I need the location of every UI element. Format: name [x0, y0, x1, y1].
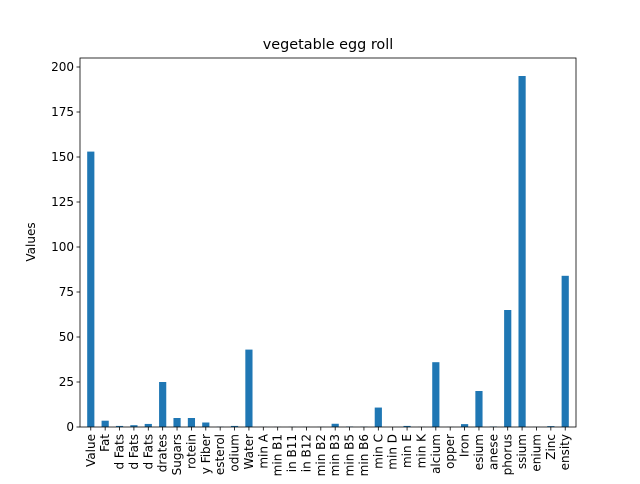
y-axis-label: Values	[24, 222, 38, 261]
plot-area-frame	[80, 58, 576, 427]
bar-8	[202, 423, 209, 428]
x-tick-label-3: d Fats	[127, 434, 141, 470]
y-tick-label-2: 50	[59, 330, 74, 344]
x-tick-label-28: anese	[486, 434, 500, 470]
bar-7	[188, 418, 195, 427]
bar-11	[245, 350, 252, 427]
x-tick-label-32: Zinc	[544, 434, 558, 460]
x-tick-label-18: min B5	[343, 434, 357, 476]
y-axis-ticks: 0 25 50 75 100 125 150 175 200	[51, 60, 80, 434]
bar-6	[173, 418, 180, 427]
bars	[87, 76, 569, 427]
x-tick-label-4: d Fats	[141, 434, 155, 470]
x-tick-label-23: min K	[414, 433, 428, 468]
x-tick-label-12: min A	[256, 433, 270, 468]
x-tick-label-5: drates	[156, 434, 170, 472]
x-tick-label-2: d Fats	[113, 434, 127, 470]
chart-title: vegetable egg roll	[263, 37, 393, 53]
bar-5	[159, 382, 166, 427]
bar-24	[432, 362, 439, 427]
x-tick-label-20: min C	[371, 434, 385, 469]
x-tick-label-13: min B1	[271, 434, 285, 476]
y-tick-label-8: 200	[51, 60, 74, 74]
x-tick-label-29: phorus	[501, 434, 515, 475]
x-tick-label-25: opper	[443, 434, 457, 469]
y-tick-label-0: 0	[66, 420, 74, 434]
y-tick-label-1: 25	[59, 375, 74, 389]
x-tick-label-33: ensity	[558, 434, 572, 470]
x-tick-label-26: Iron	[458, 434, 472, 457]
x-tick-label-6: Sugars	[170, 434, 184, 475]
x-tick-label-30: ssium	[515, 434, 529, 469]
bar-33	[562, 276, 569, 427]
x-tick-label-24: alcium	[429, 434, 443, 474]
x-tick-label-21: min D	[386, 434, 400, 470]
x-tick-label-9: esterol	[213, 434, 227, 475]
y-tick-label-5: 125	[51, 195, 74, 209]
bar-20	[375, 408, 382, 427]
x-tick-label-27: esium	[472, 434, 486, 470]
x-tick-label-1: Fat	[98, 434, 112, 452]
bar-4	[145, 424, 152, 427]
x-tick-label-11: Water	[242, 434, 256, 470]
x-tick-label-31: enium	[529, 434, 543, 472]
x-tick-label-17: min B3	[328, 434, 342, 476]
x-tick-label-16: min B2	[314, 434, 328, 476]
bar-27	[475, 391, 482, 427]
bar-17	[332, 424, 339, 427]
x-tick-label-22: min E	[400, 434, 414, 468]
bar-0	[87, 152, 94, 427]
x-tick-label-0: Value	[84, 434, 98, 467]
y-tick-label-6: 150	[51, 150, 74, 164]
bar-30	[518, 76, 525, 427]
x-tick-label-7: rotein	[184, 434, 198, 469]
bar-26	[461, 424, 468, 427]
x-tick-label-8: y Fiber	[199, 434, 213, 474]
y-tick-label-7: 175	[51, 105, 74, 119]
bar-1	[102, 421, 109, 427]
x-tick-label-10: odium	[228, 434, 242, 472]
x-tick-label-19: min B6	[357, 434, 371, 476]
x-tick-label-14: in B11	[285, 434, 299, 472]
y-tick-label-3: 75	[59, 285, 74, 299]
bar-29	[504, 310, 511, 427]
x-tick-label-15: in B12	[299, 434, 313, 472]
y-tick-label-4: 100	[51, 240, 74, 254]
